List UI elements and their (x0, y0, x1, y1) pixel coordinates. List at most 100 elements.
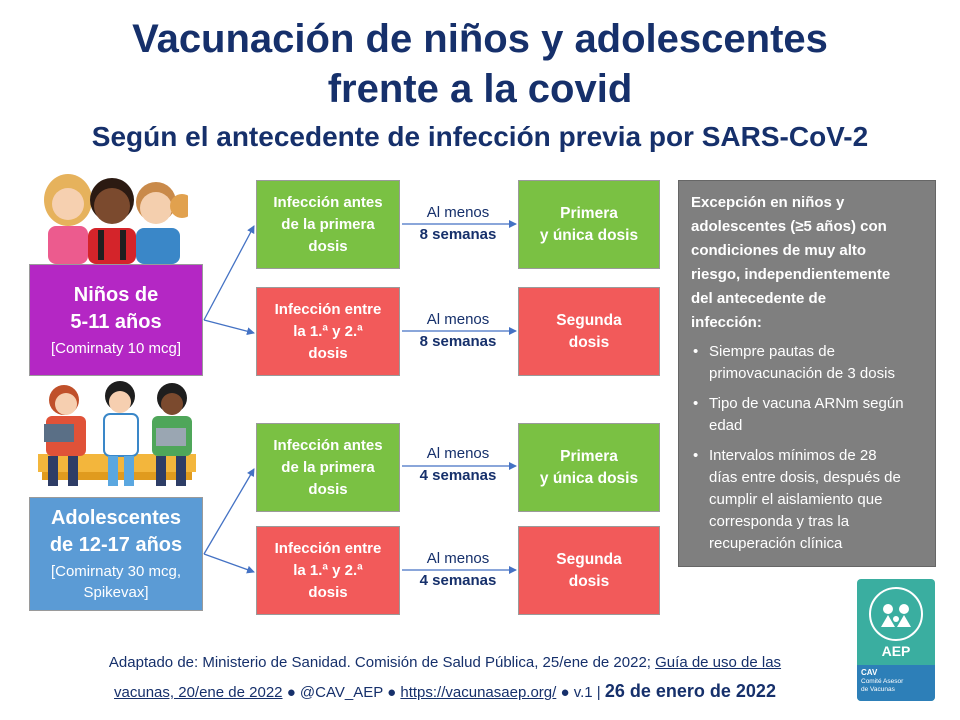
exception-title-line: riesgo, independientemente (691, 266, 891, 283)
exception-bullet-line: recuperación clínica (709, 535, 843, 552)
condition-line: Infección entre (274, 300, 382, 318)
footer-separator: ● (387, 684, 397, 701)
main-title-line2: frente a la covid (327, 67, 633, 111)
exception-title-line: adolescentes (≥5 años) con (691, 218, 887, 235)
result-line: Segunda (556, 311, 622, 329)
condition-line: de la primera (281, 458, 375, 476)
result-line: dosis (568, 572, 610, 590)
interval-weeks: 4 semanas (419, 467, 497, 484)
result-box-teens-first-only: Primera y única dosis (518, 423, 660, 512)
group-teens-vaccine-line1: [Comirnaty 30 mcg, (50, 563, 182, 580)
group-teens-vaccine-line2: Spikevax] (83, 584, 149, 601)
result-box-teens-second: Segunda dosis (518, 526, 660, 615)
condition-box-teens-between: Infección entre la 1.ª y 2.ª dosis (256, 526, 400, 615)
footer-separator: ● (286, 684, 296, 701)
aep-cav-logo: AEP CAV Comité Asesor de Vacunas (857, 579, 935, 701)
logo-committee-bar: CAV Comité Asesor de Vacunas (857, 665, 935, 701)
exception-box: Excepción en niños y adolescentes (≥5 añ… (678, 180, 936, 567)
exception-bullet: Siempre pautas de primovacunación de 3 d… (691, 341, 925, 385)
condition-line: de la primera (281, 215, 375, 233)
arrow-right-icon (203, 225, 255, 321)
exception-title-line: condiciones de muy alto (691, 242, 867, 259)
result-line: y única dosis (539, 469, 639, 487)
exception-bullet-line: Tipo de vacuna ARNm según (709, 395, 904, 412)
result-box-children-first-only: Primera y única dosis (518, 180, 660, 269)
exception-bullet-line: cumplir el aislamiento que (709, 491, 883, 508)
website-link[interactable]: https://vacunasaep.org/ (400, 684, 557, 701)
group-teens-title-line2: de 12-17 años (49, 534, 183, 556)
group-children-box: Niños de 5-11 años [Comirnaty 10 mcg] (29, 264, 203, 376)
footer-version: v.1 | (573, 684, 601, 701)
footer-line1: Adaptado de: Ministerio de Sanidad. Comi… (60, 650, 830, 676)
logo-acronym: AEP (881, 643, 911, 659)
exception-bullet-line: Intervalos mínimos de 28 (709, 447, 877, 464)
footer-source: Adaptado de: Ministerio de Sanidad. Comi… (108, 654, 651, 671)
exception-bullet-line: corresponda y tras la (709, 513, 850, 530)
subtitle: Según el antecedente de infección previa… (91, 121, 869, 152)
condition-line: la 1.ª y 2.ª (293, 322, 363, 340)
exception-bullet-line: primovacunación de 3 dosis (709, 365, 895, 382)
interval-weeks: 8 semanas (419, 226, 497, 243)
interval-label: Al menos (426, 204, 490, 221)
condition-line: dosis (308, 583, 348, 601)
condition-line: dosis (308, 237, 348, 255)
family-icon (881, 604, 911, 627)
exception-title-line: del antecedente de (691, 290, 827, 307)
logo-committee-line1: Comité Asesor (861, 678, 904, 685)
result-box-children-second: Segunda dosis (518, 287, 660, 376)
guide-link-continued[interactable]: vacunas, 20/ene de 2022 (114, 684, 283, 701)
interval-teens-between: Al menos 4 semanas (403, 548, 513, 592)
arrow-right-icon (203, 468, 255, 555)
condition-line: Infección antes (273, 193, 383, 211)
result-line: Primera (560, 204, 618, 222)
condition-line: Infección antes (273, 436, 383, 454)
group-children-vaccine: [Comirnaty 10 mcg] (50, 339, 182, 357)
group-children-title-line1: Niños de (73, 283, 159, 306)
arrow-right-icon (203, 553, 255, 574)
logo-ring-icon (869, 587, 923, 641)
logo-committee-line2: de Vacunas (861, 686, 895, 693)
interval-children-between: Al menos 8 semanas (403, 309, 513, 353)
exception-bullet-line: edad (709, 417, 743, 434)
interval-label: Al menos (426, 311, 490, 328)
footer-separator: ● (560, 684, 570, 701)
arrow-right-icon (203, 319, 255, 336)
exception-title-line: Excepción en niños y (691, 194, 845, 211)
group-teens-title-line1: Adolescentes (50, 507, 182, 529)
interval-label: Al menos (426, 550, 490, 567)
interval-weeks: 4 semanas (419, 572, 497, 589)
result-line: Primera (560, 447, 618, 465)
condition-box-teens-before: Infección antes de la primera dosis (256, 423, 400, 512)
result-line: dosis (568, 333, 610, 351)
exception-bullet-line: Siempre pautas de (709, 343, 835, 360)
exception-bullet-line: días entre dosis, después de (709, 469, 901, 486)
exception-list: Siempre pautas de primovacunación de 3 d… (691, 341, 925, 555)
condition-line: la 1.ª y 2.ª (293, 561, 363, 579)
exception-title: Excepción en niños y adolescentes (≥5 añ… (691, 191, 925, 335)
condition-line: dosis (308, 480, 348, 498)
interval-teens-before: Al menos 4 semanas (403, 443, 513, 487)
condition-line: dosis (308, 344, 348, 362)
footer-date: 26 de enero de 2022 (604, 681, 776, 701)
logo-committee-short: CAV (861, 668, 878, 677)
footer-line2: vacunas, 20/ene de 2022 ● @CAV_AEP ● htt… (60, 678, 830, 706)
teens-on-bench-icon (38, 381, 196, 486)
interval-weeks: 8 semanas (419, 333, 497, 350)
exception-title-line: infección: (691, 314, 762, 331)
exception-bullet: Tipo de vacuna ARNm según edad (691, 393, 925, 437)
group-children-title-line2: 5-11 años (70, 310, 162, 333)
main-title-line1: Vacunación de niños y adolescentes (132, 17, 828, 61)
result-line: y única dosis (539, 226, 639, 244)
exception-bullet: Intervalos mínimos de 28 días entre dosi… (691, 445, 925, 555)
guide-link[interactable]: Guía de uso de las (655, 654, 782, 671)
condition-line: Infección entre (274, 539, 382, 557)
result-line: Segunda (556, 550, 622, 568)
children-photo-icon (44, 174, 188, 264)
interval-children-before: Al menos 8 semanas (403, 202, 513, 246)
group-teens-box: Adolescentes de 12-17 años [Comirnaty 30… (29, 497, 203, 611)
footer-handle: @CAV_AEP (299, 684, 383, 701)
condition-box-children-between: Infección entre la 1.ª y 2.ª dosis (256, 287, 400, 376)
interval-label: Al menos (426, 445, 490, 462)
condition-box-children-before: Infección antes de la primera dosis (256, 180, 400, 269)
